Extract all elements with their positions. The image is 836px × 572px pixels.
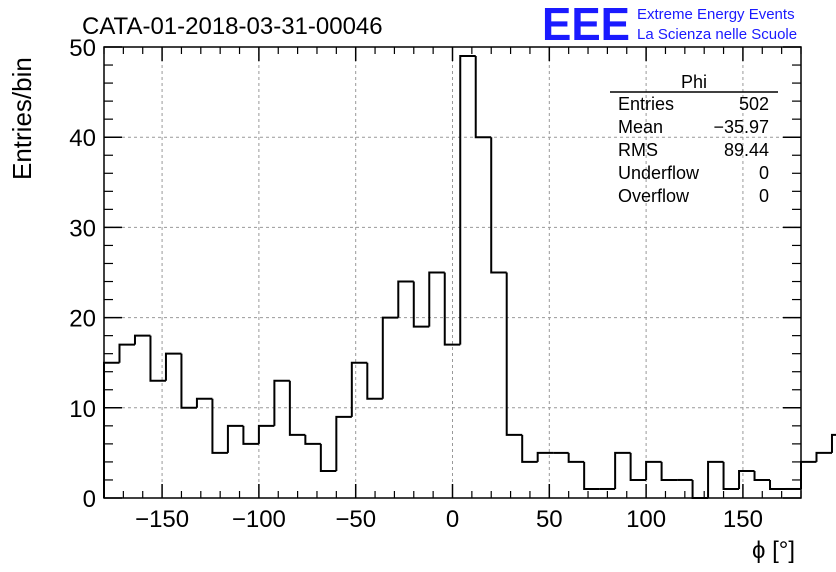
histogram-bin [180,353,197,409]
stats-row-value: 89.44 [724,140,769,160]
stats-row-label: Entries [618,94,674,114]
histogram-bin [428,271,445,327]
tick-labels: −150 −100 −50 0 50 100 150 0 10 20 30 40 50 [69,35,763,533]
histogram-bin [830,433,836,453]
histogram-bin [459,55,476,345]
histogram-bin [505,272,523,436]
histogram-bin [211,398,228,454]
y-axis-label: Entries/bin [7,57,37,180]
x-tick-label: 0 [446,506,459,533]
histogram-bin [474,56,492,139]
grid-lines [104,46,801,499]
histogram-bin [707,460,724,498]
stats-row-label: Overflow [618,186,690,206]
histogram-bin [242,425,259,445]
histogram-bin [366,362,383,400]
histogram-bin [722,461,740,490]
histogram-bin [738,469,755,489]
histogram-bin [536,451,554,462]
y-tick-label: 40 [69,125,96,152]
histogram-bin [412,281,430,328]
stats-row-value: −35.97 [713,117,769,137]
axis-ticks [103,46,802,499]
histogram-bin [800,460,817,489]
histogram-bin [103,361,120,498]
histogram-bin [288,380,306,436]
x-axis-label: ϕ [°] [752,537,795,564]
x-tick-label: −150 [135,506,189,533]
x-tick-label: 150 [723,506,763,533]
histogram-bin [660,461,678,481]
histogram-bin [614,451,631,489]
project-subtitle: La Scienza nelle Scuole [637,26,797,43]
histogram-bin [815,451,832,462]
histogram-bin [567,452,585,463]
stats-row-value: 502 [739,94,769,114]
histogram-bin [629,452,647,481]
x-tick-label: −50 [335,506,376,533]
stats-row-value: 0 [759,186,769,206]
histogram-bin [226,424,244,453]
histogram-bin [257,424,275,444]
histogram-bin [335,415,352,471]
histogram-bin [350,361,368,417]
run-title: CATA-01-2018-03-31-00046 [82,13,383,40]
eee-logo: EEE [542,0,630,50]
histogram-bin [381,316,399,399]
stats-row-value: 0 [759,163,769,183]
histogram-bin [397,280,414,318]
x-tick-label: 100 [626,506,666,533]
histogram-bin [645,460,662,480]
histogram-bin [195,397,213,408]
histogram-bin [164,352,182,381]
y-tick-label: 20 [69,306,96,333]
stats-row-label: RMS [618,140,658,160]
y-tick-label: 30 [69,215,96,242]
histogram-series [103,55,836,499]
histogram-bin [304,434,321,445]
stats-title: Phi [681,72,707,92]
y-tick-label: 0 [83,486,96,513]
y-tick-label: 50 [69,35,96,62]
histogram-bin [319,443,337,472]
y-tick-label: 10 [69,396,96,423]
histogram-bin [118,343,135,363]
histogram-bin [521,434,538,463]
histogram-bin [490,137,507,274]
histogram-bin [691,479,709,499]
x-tick-label: −100 [232,506,286,533]
histogram-bin [753,470,771,481]
histogram-bin [769,479,786,490]
project-name: Extreme Energy Events [637,6,795,23]
stats-box: Phi Entries 502 Mean −35.97 RMS 89.44 Un… [610,72,778,206]
stats-row-label: Underflow [618,163,700,183]
histogram-bin [273,379,290,426]
stats-row-label: Mean [618,117,663,137]
histogram-bin [583,461,600,490]
histogram-bin [443,272,461,346]
x-tick-label: 50 [536,506,563,533]
histogram-bin [149,335,166,382]
histogram-bin [133,334,151,345]
